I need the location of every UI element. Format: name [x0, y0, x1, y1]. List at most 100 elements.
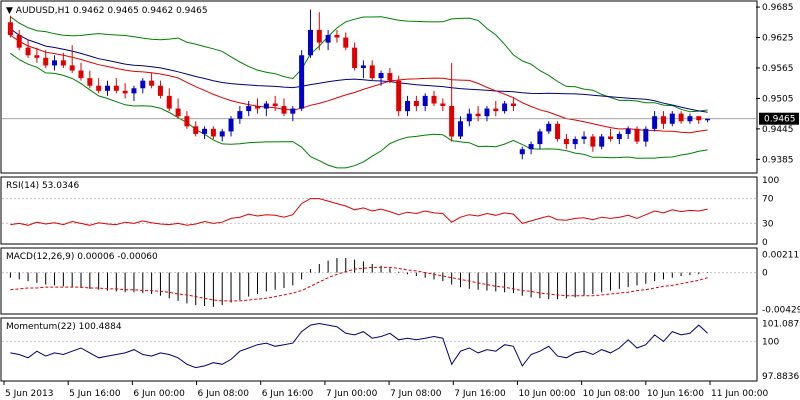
candle: [290, 106, 296, 122]
candle-body: [113, 85, 119, 91]
candle-body: [599, 136, 605, 147]
candle-body: [122, 90, 128, 94]
candle-body: [16, 34, 22, 48]
price-panel: ▼ AUDUSD,H1 0.9462 0.9465 0.9462 0.9465 …: [0, 0, 799, 174]
candle: [157, 80, 163, 99]
candle: [643, 126, 649, 147]
candle: [572, 136, 578, 150]
candle: [369, 60, 375, 81]
candle-body: [175, 108, 181, 117]
candle-body: [590, 136, 596, 147]
candle-body: [25, 47, 31, 56]
candle: [528, 141, 534, 155]
candle: [669, 111, 675, 127]
candle-body: [104, 85, 110, 91]
time-tick-label: 5 Jun 2013: [5, 389, 53, 399]
candle: [316, 12, 322, 51]
candle: [484, 106, 490, 122]
candle-body: [316, 29, 322, 43]
candle: [122, 83, 128, 99]
candle-body: [228, 118, 234, 132]
header-triangle-icon: ▼: [6, 6, 16, 16]
candle: [149, 73, 155, 89]
candle-body: [493, 108, 499, 112]
candle: [422, 93, 428, 112]
candle-body: [643, 128, 649, 142]
candle: [237, 106, 243, 124]
candle-body: [157, 85, 163, 96]
candle: [563, 133, 569, 150]
candle: [219, 128, 225, 142]
candle: [78, 62, 84, 81]
candle: [34, 47, 40, 63]
candle: [457, 116, 463, 140]
candle: [87, 70, 93, 89]
candle-body: [634, 128, 640, 142]
candle-body: [360, 65, 366, 68]
candle-body: [625, 128, 631, 134]
candle: [307, 9, 313, 58]
candle-body: [413, 100, 419, 107]
time-tick-label: 10 Jun 00:00: [518, 389, 575, 399]
candle: [343, 32, 349, 51]
candle: [69, 45, 75, 74]
candle-body: [69, 65, 75, 71]
candle-body: [184, 116, 190, 127]
macd-label: MACD(12,26,9) 0.00006 -0.00060: [6, 252, 158, 262]
candle: [272, 95, 278, 112]
candle: [625, 126, 631, 140]
candle: [104, 80, 110, 96]
ohlc-high: 0.9465: [107, 6, 139, 16]
candle-body: [369, 65, 375, 79]
candle: [546, 121, 552, 134]
current-price-label: 0.9465: [764, 115, 796, 125]
candle: [52, 55, 58, 71]
candle-body: [537, 131, 543, 145]
candle-body: [237, 111, 243, 119]
candle-body: [34, 55, 40, 58]
candle: [652, 111, 658, 132]
momentum-line: [10, 322, 708, 369]
candle-body: [96, 85, 102, 91]
candle: [493, 100, 499, 117]
candle-body: [652, 116, 658, 129]
candle: [60, 52, 66, 68]
candle: [246, 100, 252, 117]
candle: [660, 111, 666, 129]
candle-body: [378, 73, 384, 79]
slow-moving-average-line: [10, 28, 708, 113]
candle-body: [678, 113, 684, 122]
candle-body: [616, 133, 622, 140]
candle-body: [510, 103, 516, 107]
candle: [696, 116, 702, 124]
rsi-label: RSI(14) 53.0346: [6, 181, 79, 191]
rsi-tick-label: 0: [762, 238, 768, 248]
candle-body: [307, 29, 313, 56]
candle-body: [87, 78, 93, 86]
candle-body: [528, 144, 534, 150]
candle-body: [334, 34, 340, 38]
candle-body: [263, 103, 269, 109]
candle: [555, 121, 561, 142]
candle: [581, 131, 587, 145]
symbol-header: ▼ AUDUSD,H1 0.9462 0.9465 0.9462 0.9465: [6, 6, 208, 16]
candle: [255, 98, 261, 114]
candle: [519, 146, 525, 160]
candle-body: [555, 123, 561, 140]
candle: [7, 15, 13, 38]
price-tick-label: 0.9625: [762, 34, 794, 44]
candle: [431, 90, 437, 107]
candle-body: [149, 80, 155, 86]
candle-body: [202, 128, 208, 134]
candle: [193, 121, 199, 137]
candle-body: [131, 88, 137, 94]
price-tick-label: 0.9385: [762, 155, 794, 165]
macd-tick-label: -0.00429: [762, 305, 800, 315]
candle: [360, 60, 366, 79]
rsi-tick-label: 30: [762, 219, 774, 229]
candle-body: [60, 60, 66, 66]
candle: [113, 78, 119, 94]
candle: [502, 100, 508, 114]
candle: [16, 29, 22, 51]
rsi-tick-label: 70: [762, 195, 774, 205]
